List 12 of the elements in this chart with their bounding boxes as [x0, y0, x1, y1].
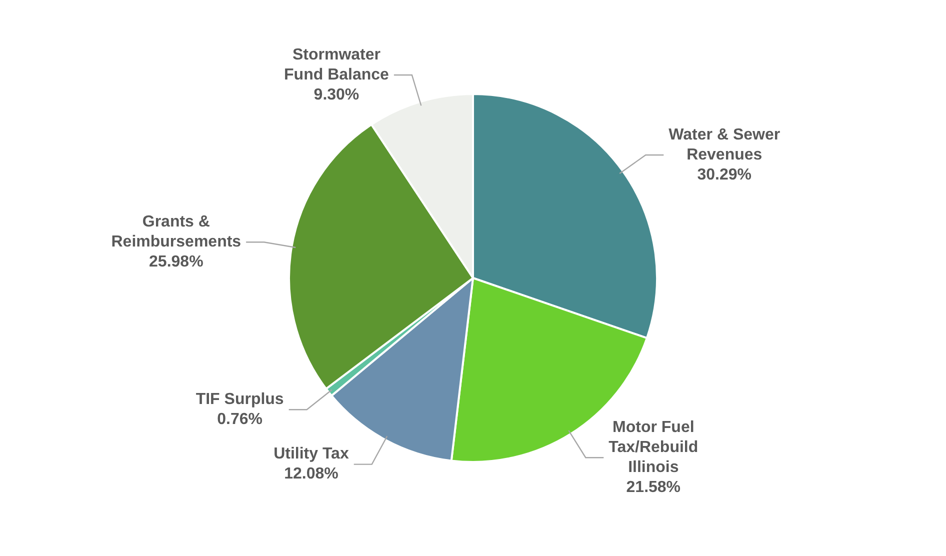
data-label: 0.76%	[217, 411, 263, 428]
data-label: 12.08%	[284, 466, 338, 483]
data-label: 30.29%	[697, 166, 752, 184]
slice-label: Motor Fuel Tax/Rebuild Illinois	[608, 419, 698, 476]
slice-label: Stormwater Fund Balance	[284, 46, 390, 84]
slice-label: Utility Tax	[274, 446, 349, 463]
data-label: 9.30%	[314, 86, 360, 104]
data-label: 21.58%	[626, 479, 681, 496]
slice-label: TIF Surplus	[196, 391, 284, 408]
slice-label: Grants & Reimbursements	[111, 214, 242, 251]
data-label: 25.98%	[149, 254, 204, 271]
slice-label: Water & Sewer Revenues	[668, 126, 780, 164]
